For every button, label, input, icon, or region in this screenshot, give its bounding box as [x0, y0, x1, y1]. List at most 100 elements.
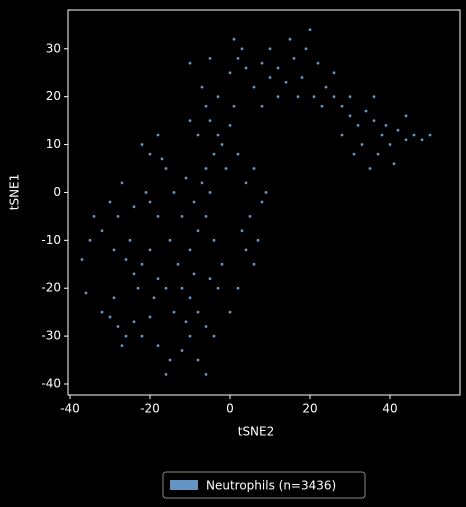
point: [100, 310, 104, 314]
point: [276, 66, 280, 70]
point: [120, 344, 124, 348]
point: [208, 56, 212, 60]
point: [308, 28, 312, 32]
point: [148, 248, 152, 252]
point: [380, 133, 384, 137]
point: [228, 124, 232, 127]
y-axis-label: tSNE1: [8, 174, 22, 211]
point: [132, 205, 136, 209]
point: [204, 214, 208, 218]
point: [84, 291, 88, 295]
y-tick-label: -40: [41, 376, 61, 390]
point: [100, 229, 104, 233]
point: [136, 286, 140, 290]
point: [132, 272, 136, 276]
x-axis-label: tSNE2: [238, 425, 275, 439]
point: [360, 143, 364, 146]
x-tick-label: 20: [302, 402, 317, 416]
point: [164, 373, 168, 376]
point: [324, 85, 328, 89]
point: [196, 310, 200, 314]
point: [184, 176, 188, 180]
point: [108, 200, 112, 204]
point: [276, 95, 280, 99]
point: [92, 214, 96, 218]
point: [216, 286, 220, 290]
point: [268, 76, 272, 79]
point: [88, 238, 92, 242]
point: [204, 104, 208, 108]
point: [288, 37, 292, 41]
y-tick-label: 10: [46, 137, 61, 151]
point: [240, 229, 244, 233]
point: [156, 277, 160, 281]
point: [332, 95, 336, 99]
point: [232, 37, 236, 41]
point: [208, 191, 212, 194]
point: [200, 181, 204, 185]
point: [316, 61, 320, 65]
point: [364, 109, 368, 113]
legend-box: [162, 471, 366, 499]
point: [220, 262, 224, 266]
point: [212, 152, 216, 156]
point: [180, 214, 184, 218]
point: [356, 124, 360, 127]
point: [164, 286, 168, 290]
point: [192, 200, 196, 204]
point: [188, 296, 192, 300]
point: [244, 66, 248, 70]
x-tick-label: -20: [140, 402, 160, 416]
point: [200, 85, 204, 89]
point: [260, 200, 264, 204]
point: [148, 200, 152, 204]
point: [268, 47, 272, 51]
point: [204, 373, 208, 376]
point: [300, 76, 304, 79]
point: [196, 133, 200, 137]
point: [404, 138, 408, 142]
point: [240, 47, 244, 51]
point: [172, 191, 176, 194]
point: [196, 229, 200, 233]
point: [140, 334, 144, 338]
point: [396, 128, 400, 132]
point: [124, 258, 128, 261]
point: [216, 95, 220, 99]
point: [248, 214, 252, 218]
point: [180, 349, 184, 352]
point: [252, 85, 256, 89]
point: [120, 181, 124, 185]
point: [176, 262, 180, 266]
point: [244, 181, 248, 185]
point: [260, 104, 264, 108]
point: [204, 325, 208, 328]
point: [132, 320, 136, 324]
point: [172, 310, 176, 314]
point: [188, 248, 192, 252]
point: [148, 315, 152, 319]
point: [372, 95, 376, 99]
point: [148, 152, 152, 156]
point: [332, 71, 336, 75]
point: [216, 133, 220, 137]
point: [196, 358, 200, 362]
point: [236, 286, 240, 290]
point: [348, 95, 352, 99]
point: [372, 119, 376, 123]
point: [296, 95, 300, 99]
point: [264, 191, 268, 194]
point: [184, 320, 188, 324]
point: [144, 191, 148, 194]
point: [80, 258, 84, 261]
point: [192, 272, 196, 276]
point: [412, 133, 416, 137]
point: [156, 133, 160, 137]
point: [388, 143, 392, 146]
point: [208, 277, 212, 281]
point: [112, 296, 116, 300]
point: [428, 133, 432, 137]
point: [140, 262, 144, 266]
point: [244, 248, 248, 252]
